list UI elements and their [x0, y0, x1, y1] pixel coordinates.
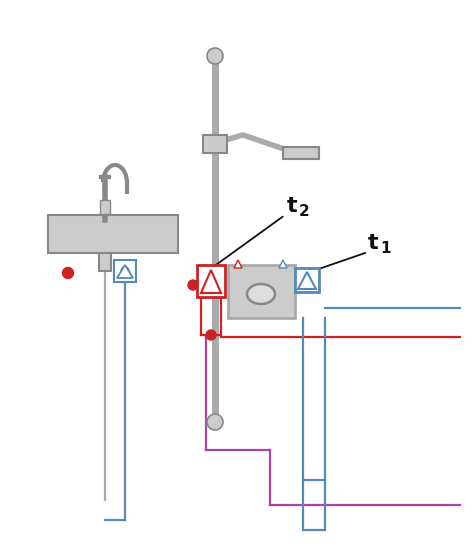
Bar [114, 260, 136, 282]
Bar [203, 135, 227, 153]
Bar [197, 265, 225, 297]
Polygon shape [279, 260, 287, 268]
Text: t: t [287, 196, 298, 216]
Polygon shape [234, 260, 242, 268]
Circle shape [188, 280, 198, 290]
Circle shape [121, 267, 129, 275]
Polygon shape [201, 270, 221, 293]
Bar [283, 147, 319, 159]
Circle shape [207, 414, 223, 430]
Bar [100, 200, 110, 214]
Polygon shape [298, 272, 316, 289]
Polygon shape [117, 265, 133, 278]
Circle shape [207, 48, 223, 64]
Bar [295, 268, 319, 292]
Circle shape [206, 330, 216, 340]
Bar [48, 215, 178, 253]
Text: 2: 2 [299, 204, 310, 219]
Circle shape [63, 267, 74, 278]
Bar [228, 265, 295, 318]
Text: 1: 1 [380, 241, 390, 256]
Ellipse shape [247, 284, 275, 304]
Bar [99, 253, 111, 271]
Text: t: t [368, 233, 379, 253]
